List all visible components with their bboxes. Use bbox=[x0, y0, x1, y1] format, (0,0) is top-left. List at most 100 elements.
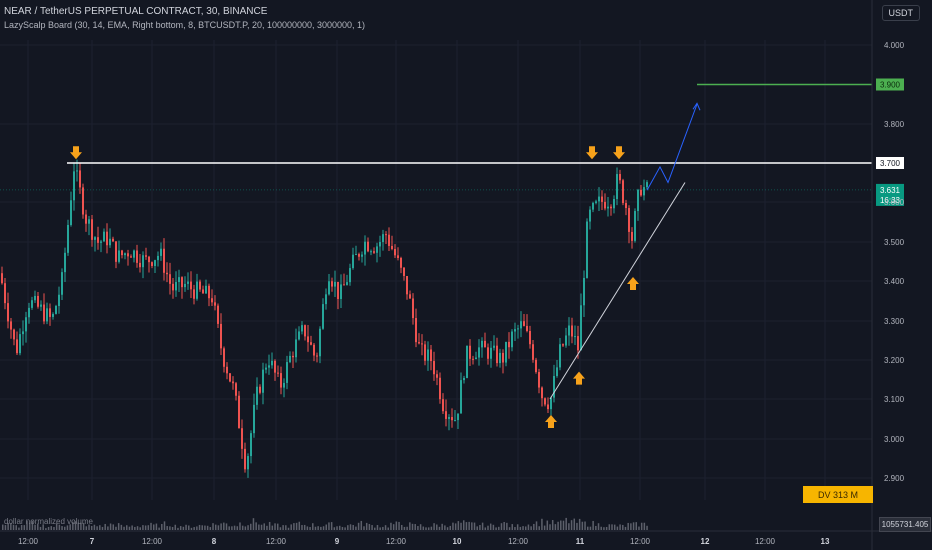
candle-body bbox=[505, 341, 507, 363]
volume-bar bbox=[524, 526, 527, 530]
candle-body bbox=[223, 348, 225, 367]
y-tick-label: 3.300 bbox=[884, 317, 905, 326]
candle-body bbox=[121, 250, 123, 256]
volume-bar bbox=[376, 525, 379, 530]
volume-bar bbox=[239, 522, 241, 530]
volume-bar bbox=[387, 527, 390, 530]
projection-arrowhead bbox=[692, 102, 701, 111]
candle-body bbox=[178, 277, 180, 283]
candle-body bbox=[238, 395, 240, 429]
volume-bar bbox=[244, 526, 247, 530]
x-tick-label: 12:00 bbox=[386, 537, 407, 546]
volume-bar bbox=[565, 517, 567, 530]
volume-bar bbox=[10, 523, 12, 530]
candle-body bbox=[433, 361, 435, 375]
volume-bar bbox=[279, 527, 282, 530]
volume-bar bbox=[123, 526, 125, 530]
candle-body bbox=[229, 373, 231, 382]
volume-bar bbox=[53, 526, 55, 530]
candle-body bbox=[256, 386, 258, 405]
candle-body bbox=[379, 241, 381, 247]
volume-bar bbox=[409, 522, 411, 530]
volume-bar bbox=[231, 526, 233, 530]
candle-body bbox=[607, 206, 609, 209]
volume-bar bbox=[4, 525, 7, 530]
candle-body bbox=[493, 345, 495, 348]
candle-body bbox=[217, 305, 219, 324]
volume-value-badge: 1055731.405 bbox=[879, 517, 931, 532]
volume-bar bbox=[365, 522, 368, 530]
candle-body bbox=[400, 257, 402, 268]
volume-bar bbox=[538, 526, 540, 530]
volume-bar bbox=[163, 521, 166, 530]
currency-selector[interactable]: USDT bbox=[881, 5, 920, 21]
volume-bar bbox=[568, 523, 570, 530]
y-tick-label: 3.400 bbox=[884, 277, 905, 286]
volume-bar bbox=[276, 523, 279, 530]
volume-bar bbox=[28, 522, 31, 530]
volume-bar bbox=[371, 525, 373, 530]
candle-body bbox=[184, 283, 186, 288]
volume-bar bbox=[77, 522, 79, 530]
volume-bar bbox=[492, 524, 495, 530]
candle-body bbox=[499, 352, 501, 364]
volume-bar bbox=[554, 524, 557, 530]
volume-bar bbox=[419, 524, 422, 530]
volume-bar bbox=[204, 525, 206, 530]
candle-body bbox=[574, 336, 576, 338]
volume-bar bbox=[457, 521, 460, 530]
candle-body bbox=[322, 304, 324, 329]
volume-bar bbox=[576, 522, 578, 530]
candle-body bbox=[337, 281, 339, 299]
candle-body bbox=[235, 383, 237, 396]
volume-bar bbox=[158, 527, 160, 530]
candle-body bbox=[277, 372, 279, 374]
volume-bar bbox=[15, 525, 17, 530]
volume-bar bbox=[646, 525, 648, 530]
volume-bar bbox=[433, 523, 435, 530]
candle-body bbox=[112, 238, 114, 242]
candle-body bbox=[463, 377, 465, 381]
volume-bar bbox=[592, 520, 594, 530]
candle-body bbox=[355, 254, 357, 256]
volume-bar bbox=[600, 526, 602, 530]
candle-body bbox=[490, 347, 492, 359]
volume-bar bbox=[93, 524, 96, 530]
candle-body bbox=[331, 281, 333, 287]
candle-body bbox=[1, 273, 3, 284]
candle-body bbox=[301, 325, 303, 332]
volume-bar bbox=[266, 525, 268, 530]
volume-bar bbox=[379, 527, 381, 530]
volume-bar bbox=[85, 526, 88, 530]
candle-body bbox=[469, 345, 471, 359]
volume-bar bbox=[274, 523, 276, 530]
candle-body bbox=[241, 428, 243, 449]
candle-body bbox=[76, 170, 78, 172]
indicator-legend[interactable]: LazyScalp Board (30, 14, EMA, Right bott… bbox=[4, 20, 366, 30]
volume-bar bbox=[425, 527, 427, 530]
volume-bar bbox=[630, 523, 632, 530]
candle-body bbox=[514, 329, 516, 332]
candle-body bbox=[409, 294, 411, 299]
volume-bar bbox=[64, 526, 66, 530]
volume-bar bbox=[220, 523, 222, 530]
volume-bar bbox=[473, 522, 476, 530]
candle-body bbox=[460, 380, 462, 414]
candle-body bbox=[340, 284, 342, 299]
candle-body bbox=[316, 355, 318, 357]
volume-bar bbox=[7, 522, 9, 530]
candle-body bbox=[52, 313, 54, 317]
volume-bar bbox=[236, 526, 239, 530]
candle-body bbox=[526, 325, 528, 331]
candle-body bbox=[310, 342, 312, 345]
volume-bar bbox=[185, 524, 187, 530]
candle-body bbox=[169, 274, 171, 284]
volume-bar bbox=[104, 523, 106, 530]
candle-body bbox=[364, 241, 366, 255]
candle-body bbox=[325, 294, 327, 305]
candle-body bbox=[79, 170, 81, 188]
candle-body bbox=[22, 331, 24, 335]
candle-body bbox=[292, 355, 294, 358]
candle-body bbox=[562, 344, 564, 346]
